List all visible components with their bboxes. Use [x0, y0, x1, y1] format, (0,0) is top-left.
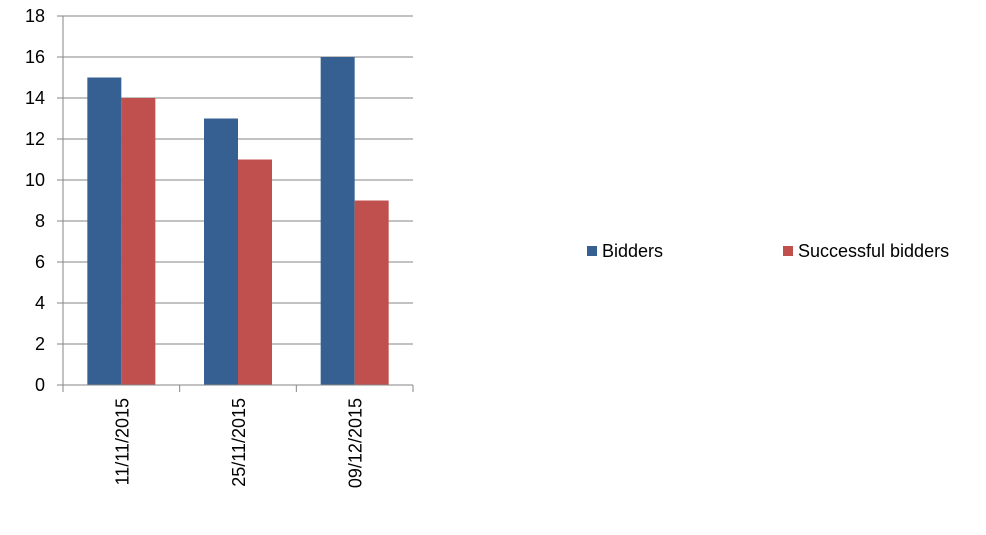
x-tick-label: 11/11/2015	[112, 398, 132, 485]
x-tick-label: 25/11/2015	[229, 398, 249, 487]
y-tick-label: 10	[25, 170, 45, 190]
bar-bidders	[320, 57, 355, 385]
bar-successful-bidders	[354, 200, 389, 385]
axes	[57, 15, 414, 392]
legend-swatch	[783, 246, 793, 256]
legend: Bidders Successful bidders	[587, 241, 949, 261]
bar-successful-bidders	[238, 159, 272, 385]
y-tick-label: 12	[25, 129, 45, 149]
x-tick-label: 09/12/2015	[346, 398, 366, 488]
bar-bidders	[204, 118, 238, 385]
y-tick-label: 8	[35, 211, 45, 231]
bar-successful-bidders	[121, 98, 156, 385]
y-tick-label: 0	[35, 375, 45, 395]
y-tick-label: 6	[35, 252, 45, 272]
y-tick-label: 4	[35, 293, 45, 313]
legend-label: Successful bidders	[798, 241, 949, 261]
y-tick-label: 2	[35, 334, 45, 354]
bar-bidders	[87, 77, 122, 385]
y-tick-labels: 0 2 4 6 8 10 12 14 16 18	[25, 6, 45, 395]
legend-label: Bidders	[602, 241, 663, 261]
y-tick-label: 18	[25, 6, 45, 26]
x-tick-labels: 11/11/2015 25/11/2015 09/12/2015	[112, 398, 365, 488]
y-tick-label: 14	[25, 88, 45, 108]
legend-swatch	[587, 246, 597, 256]
y-tick-label: 16	[25, 47, 45, 67]
bars	[87, 57, 389, 385]
